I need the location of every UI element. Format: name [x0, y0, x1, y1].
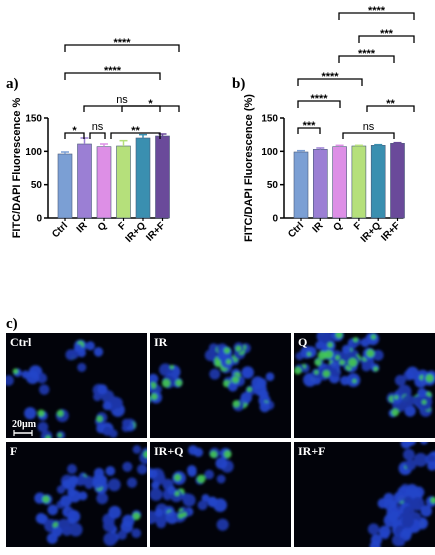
x-tick-label: IR: [311, 220, 326, 235]
bar-Q: [97, 147, 111, 218]
x-tick-label: IR+F: [144, 220, 167, 243]
y-tick-label: 0: [36, 214, 42, 225]
micrograph-label: Q: [298, 335, 307, 349]
y-tick-label: 100: [261, 147, 278, 158]
chart-a: a) FITC/DAPI Fluorescence % 0 50 100 150 Ctrl I…: [6, 37, 179, 245]
y-tick-label: 50: [267, 180, 279, 191]
significance-label: **: [386, 98, 395, 110]
significance-label: ****: [368, 5, 386, 17]
micrograph-Q: [294, 329, 435, 438]
x-tick-label: IR: [75, 220, 90, 235]
significance-label: *: [148, 98, 153, 110]
bar-Ctrl: [294, 152, 308, 218]
significance-bracket: [90, 133, 105, 139]
bar-IR+Q: [371, 145, 385, 218]
significance-label: ***: [303, 120, 317, 132]
y-axis-title: FITC/DAPI Fluorescence %: [11, 97, 23, 238]
significance-label: ****: [104, 65, 122, 77]
significance-label: ****: [113, 37, 131, 49]
significance-label: ns: [116, 94, 128, 106]
x-tick-label: Ctrl: [50, 220, 70, 240]
bar-F: [352, 146, 366, 218]
x-tick-label: IR+Q: [124, 220, 149, 245]
significance-bracket: [343, 133, 394, 139]
x-tick-label: F: [117, 220, 129, 232]
bar-F: [117, 146, 131, 218]
panel-letter-0: a): [6, 76, 19, 92]
y-tick-label: 150: [25, 114, 42, 125]
y-tick-label: 0: [272, 214, 278, 225]
significance-label: ns: [92, 121, 104, 133]
significance-label: ***: [380, 28, 394, 40]
y-tick-label: 100: [25, 147, 42, 158]
y-tick-label: 50: [31, 180, 43, 191]
bar-IR: [313, 149, 327, 218]
bar-Q: [333, 147, 347, 218]
bar-IR: [78, 144, 92, 218]
micrograph-label: Ctrl: [10, 335, 32, 349]
x-tick-label: Ctrl: [286, 220, 306, 240]
y-axis-title: FITC/DAPI Fluorescence (%): [243, 94, 255, 242]
bar-IR+F: [391, 143, 405, 218]
x-tick-label: Q: [331, 220, 344, 233]
x-tick-label: IR+Q: [359, 220, 384, 245]
bar-IR+Q: [136, 138, 150, 218]
panel-c-letter: c): [6, 316, 18, 332]
significance-label: ****: [358, 48, 376, 60]
bar-IR+F: [156, 136, 170, 218]
micrograph-label: IR: [154, 335, 168, 349]
micrograph-panel: Ctrl IR Q F IR+Q IR+F 20µm: [3, 329, 435, 550]
significance-label: *: [72, 125, 77, 137]
significance-label: ****: [310, 93, 328, 105]
panel-letter-1: b): [232, 76, 245, 92]
micrograph-label: F: [10, 444, 17, 458]
significance-label: **: [131, 125, 140, 137]
micrograph-label: IR+Q: [154, 444, 184, 458]
chart-b: b) FITC/DAPI Fluorescence (%) 0 50 100 150 Ctr…: [232, 5, 414, 245]
scale-bar-label: 20µm: [12, 419, 37, 430]
x-tick-label: F: [352, 220, 364, 232]
significance-label: ns: [363, 121, 375, 133]
bar-Ctrl: [58, 154, 72, 218]
y-tick-label: 150: [261, 114, 278, 125]
x-tick-label: Q: [96, 220, 109, 233]
significance-label: ****: [321, 71, 339, 83]
micrograph-label: IR+F: [298, 444, 326, 458]
x-tick-label: IR+F: [379, 220, 402, 243]
micrograph-F: [6, 442, 152, 547]
